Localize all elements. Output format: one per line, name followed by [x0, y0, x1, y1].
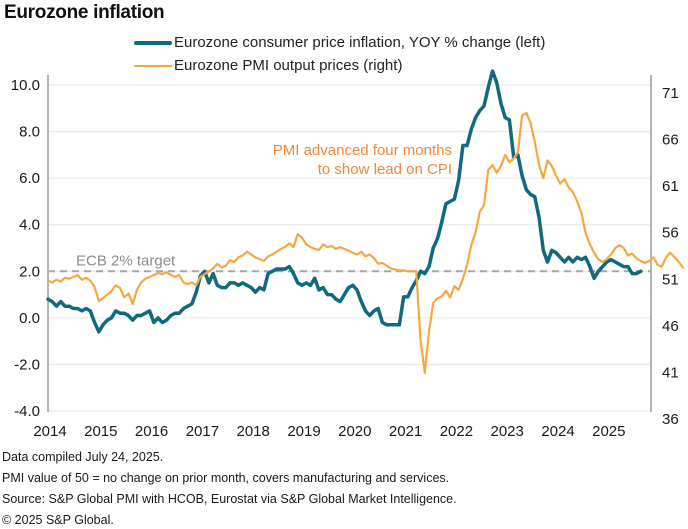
x-tick-label: 2018: [237, 423, 270, 440]
legend-swatch-cpi: [134, 40, 172, 45]
footnote-copyright: © 2025 S&P Global.: [2, 513, 114, 527]
x-tick-label: 2023: [491, 423, 524, 440]
footnote-data-compiled: Data compiled July 24, 2025.: [2, 450, 164, 464]
footnote-source: Source: S&P Global PMI with HCOB, Eurost…: [2, 492, 457, 506]
right-tick-label: 71: [662, 85, 679, 102]
ecb-target-label: ECB 2% target: [76, 252, 176, 269]
x-tick-label: 2024: [541, 423, 574, 440]
x-tick-label: 2015: [84, 423, 117, 440]
legend-item-pmi: Eurozone PMI output prices (right): [134, 57, 402, 74]
left-tick-label: 8.0: [19, 124, 40, 141]
right-tick-label: 46: [662, 318, 679, 335]
left-tick-label: -4.0: [14, 403, 40, 420]
gridlines: [48, 84, 651, 412]
legend-label-pmi: Eurozone PMI output prices (right): [174, 57, 403, 74]
x-tick-label: 2020: [338, 423, 371, 440]
x-tick-label: 2017: [186, 423, 219, 440]
legend-swatch-pmi: [134, 64, 172, 67]
pmi-series-line: [46, 111, 685, 374]
right-tick-label: 61: [662, 178, 679, 195]
right-tick-label: 56: [662, 225, 679, 242]
footnote-pmi-definition: PMI value of 50 = no change on prior mon…: [2, 471, 450, 485]
right-tick-label: 41: [662, 364, 679, 381]
left-tick-label: 4.0: [19, 217, 40, 234]
x-tick-label: 2016: [135, 423, 168, 440]
x-tick-label: 2021: [389, 423, 422, 440]
annotation-line-2: to show lead on CPI: [318, 161, 452, 178]
left-tick-label: -2.0: [14, 356, 40, 373]
series-group: [46, 69, 685, 374]
left-tick-label: 0.0: [19, 310, 40, 327]
x-tick-label: 2025: [592, 423, 625, 440]
annotation-line-1: PMI advanced four months: [273, 142, 452, 159]
left-tick-label: 6.0: [19, 170, 40, 187]
x-tick-label: 2022: [440, 423, 473, 440]
left-axis-ticks: 10.0 8.0 6.0 4.0 2.0 0.0 -2.0 -4.0: [11, 77, 40, 420]
left-tick-label: 2.0: [19, 263, 40, 280]
right-tick-label: 36: [662, 411, 679, 428]
legend-label-cpi: Eurozone consumer price inflation, YOY %…: [174, 34, 546, 51]
right-axis-ticks: 71 66 61 56 51 46 41 36: [662, 85, 679, 428]
right-tick-label: 51: [662, 271, 679, 288]
x-tick-label: 2019: [287, 423, 320, 440]
reference-line-group: ECB 2% target: [48, 252, 651, 273]
x-axis-ticks: 2014 2015 2016 2017 2018 2019 2020 2021 2022 2023…: [33, 423, 625, 440]
x-tick-label: 2014: [33, 423, 66, 440]
left-tick-label: 10.0: [11, 77, 40, 94]
cpi-series-line: [46, 69, 643, 334]
right-tick-label: 66: [662, 132, 679, 149]
legend-item-cpi: Eurozone consumer price inflation, YOY %…: [134, 34, 545, 51]
chart-title: Eurozone inflation: [4, 2, 165, 23]
